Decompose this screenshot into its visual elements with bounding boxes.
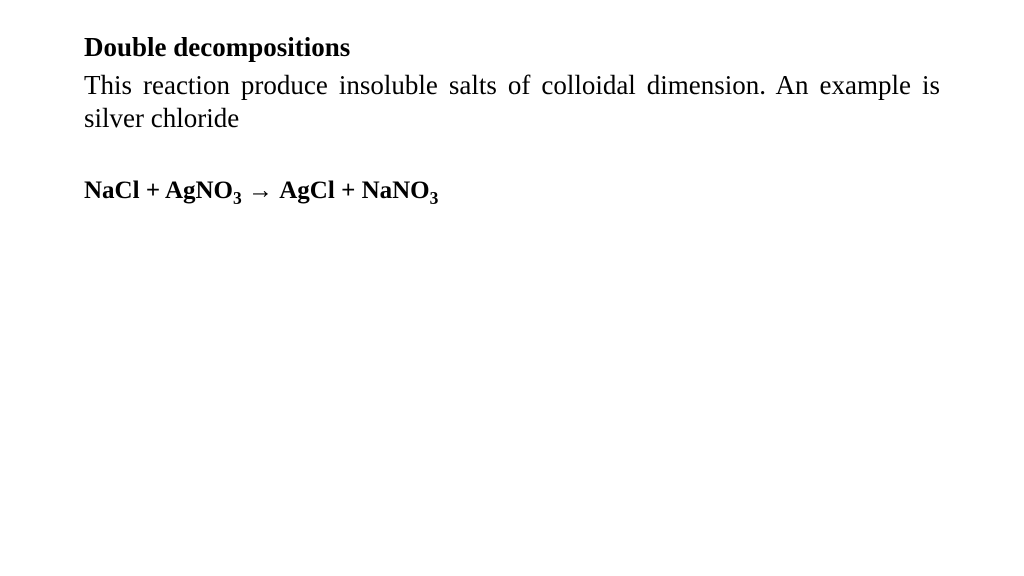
plus-sign: + (335, 177, 362, 204)
section-heading: Double decompositions (84, 32, 940, 63)
section-body: This reaction produce insoluble salts of… (84, 69, 940, 135)
reactant-2-sub: 3 (233, 188, 242, 208)
reactant-1: NaCl (84, 177, 140, 204)
product-1: AgCl (279, 177, 335, 204)
product-2-sub: 3 (430, 188, 439, 208)
product-2-base: NaNO (362, 177, 430, 204)
reaction-arrow: → (242, 177, 280, 204)
plus-sign: + (140, 177, 165, 204)
chemical-equation: NaCl + AgNO3 → AgCl + NaNO3 (84, 177, 940, 205)
reactant-2-base: AgNO (165, 177, 233, 204)
slide-content: Double decompositions This reaction prod… (0, 0, 1024, 576)
